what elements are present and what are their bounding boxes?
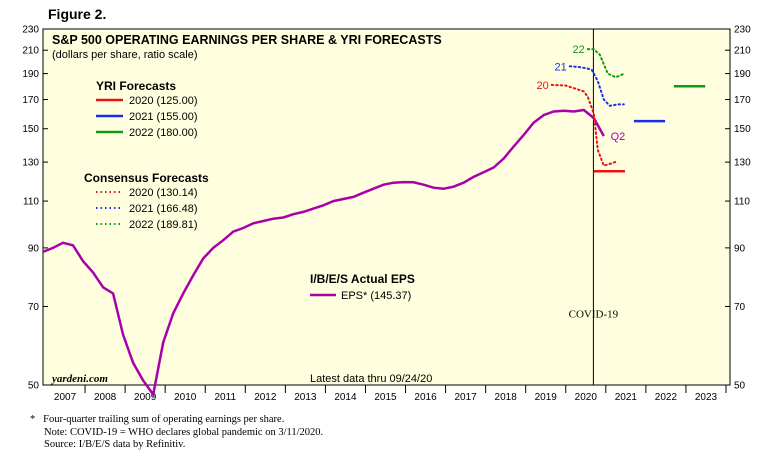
y-tick-label-left: 130 [22, 158, 39, 169]
y-tick-label-right: 230 [734, 25, 751, 36]
x-tick-label: 2010 [174, 392, 197, 403]
series-layer: COVID-19 20 21 22 Q2 [42, 29, 706, 398]
series-marker-label: 22 [573, 44, 585, 56]
x-tick-label: 2014 [334, 392, 357, 403]
series-consensus-line [550, 83, 617, 167]
y-tick-label-right: 210 [734, 46, 751, 57]
footnote-1-text: Four-quarter trailing sum of operating e… [43, 414, 285, 425]
x-tick-label: 2013 [294, 392, 317, 403]
y-tick-label-left: 50 [28, 381, 40, 392]
y-tick-label-right: 90 [734, 243, 746, 254]
y-tick-label-left: 70 [28, 302, 40, 313]
legend-consensus-title: Consensus Forecasts [84, 171, 209, 185]
x-tick-label: 2008 [94, 392, 117, 403]
legend-actual-title: I/B/E/S Actual EPS [310, 272, 415, 286]
y-tick-label-left: 110 [23, 197, 39, 208]
y-tick-label-right: 50 [734, 381, 746, 392]
latest-data-note: Latest data thru 09/24/20 [310, 373, 432, 385]
y-tick-label-right: 130 [734, 158, 751, 169]
figure-label: Figure 2. [48, 6, 107, 22]
series-consensus-line [586, 48, 625, 79]
axis-ticks: 50 50 70 70 90 90 110 110 130 130 150 150 170 170 190 1… [22, 25, 751, 404]
source-label: yardeni.com [50, 373, 108, 385]
series-marker-label: 21 [555, 61, 567, 73]
x-tick-label: 2011 [215, 392, 237, 403]
x-tick-label: 2015 [374, 392, 397, 403]
y-tick-label-right: 190 [734, 69, 751, 80]
legend-consensus-2022-label: 2022 (189.81) [129, 219, 198, 231]
legend-yri-title: YRI Forecasts [96, 79, 176, 93]
x-tick-label: 2009 [134, 392, 157, 403]
plot-area [42, 28, 731, 386]
y-tick-label-left: 190 [22, 69, 39, 80]
legend-yri-2020-label: 2020 (125.00) [129, 95, 198, 107]
x-tick-label: 2019 [535, 392, 558, 403]
x-tick-label: 2007 [54, 392, 77, 403]
y-tick-label-left: 150 [22, 124, 39, 135]
y-tick-label-right: 150 [734, 124, 751, 135]
x-tick-label: 2021 [615, 392, 638, 403]
series-consensus-line [568, 65, 625, 107]
legend-actual: I/B/E/S Actual EPS EPS* (145.37) [310, 272, 415, 302]
chart: 50 50 70 70 90 90 110 110 130 130 150 150 170 170 190 1… [22, 25, 751, 404]
x-tick-label: 2012 [254, 392, 277, 403]
x-tick-label: 2020 [575, 392, 598, 403]
x-tick-label: 2023 [695, 392, 718, 403]
y-tick-label-right: 70 [734, 302, 746, 313]
footnote-2: Note: COVID-19 = WHO declares global pan… [44, 426, 324, 438]
legend-consensus-2020-label: 2020 (130.14) [129, 187, 198, 199]
chart-title: S&P 500 OPERATING EARNINGS PER SHARE & Y… [52, 33, 442, 47]
footnote-3: Source: I/B/E/S data by Refinitiv. [44, 439, 186, 450]
y-tick-label-left: 210 [22, 46, 39, 57]
y-tick-label-right: 110 [734, 197, 750, 208]
series-actual-line [42, 108, 605, 398]
x-tick-label: 2016 [414, 392, 437, 403]
y-tick-label-right: 170 [734, 95, 751, 106]
legend-consensus: Consensus Forecasts 2020 (130.14) 2021 (… [84, 171, 209, 231]
legend-yri-2022-label: 2022 (180.00) [129, 127, 198, 139]
footnotes: * Four-quarter trailing sum of operating… [30, 414, 323, 452]
y-tick-label-left: 170 [22, 95, 39, 106]
y-tick-label-left: 230 [22, 25, 39, 36]
x-tick-label: 2018 [495, 392, 518, 403]
event-label: COVID-19 [569, 309, 619, 321]
footnote-1: * Four-quarter trailing sum of operating… [30, 414, 323, 427]
legend-yri-2021-label: 2021 (155.00) [129, 111, 198, 123]
x-tick-label: 2017 [454, 392, 477, 403]
annotation-label: Q2 [611, 131, 626, 143]
legend-actual-label: EPS* (145.37) [341, 290, 411, 302]
x-tick-label: 2022 [655, 392, 678, 403]
chart-subtitle: (dollars per share, ratio scale) [52, 49, 198, 61]
y-tick-label-left: 90 [28, 243, 40, 254]
series-marker-label: 20 [536, 80, 548, 92]
legend-consensus-2021-label: 2021 (166.48) [129, 203, 198, 215]
legend-yri: YRI Forecasts 2020 (125.00) 2021 (155.00… [96, 79, 198, 139]
footnote-marker: * [30, 414, 36, 425]
